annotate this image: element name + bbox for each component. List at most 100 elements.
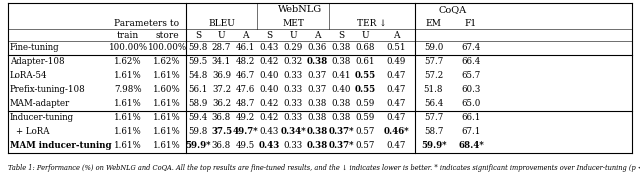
Text: train: train [117,30,139,39]
Text: 0.46*: 0.46* [383,127,409,136]
Text: 46.7: 46.7 [236,71,255,80]
Text: 1.61%: 1.61% [114,114,142,123]
Text: 58.7: 58.7 [424,127,443,136]
Text: Prefix-tuning-108: Prefix-tuning-108 [10,86,86,94]
Text: Table 1: Performance (%) on WebNLG and CoQA. All the top results are fine-tuned : Table 1: Performance (%) on WebNLG and C… [8,164,640,172]
Text: 100.00%: 100.00% [108,44,148,53]
Text: F1: F1 [465,19,477,28]
Text: 0.47: 0.47 [387,100,406,109]
Text: 0.43: 0.43 [259,141,280,150]
Text: 0.42: 0.42 [259,114,278,123]
Text: 1.61%: 1.61% [153,100,181,109]
Text: 57.7: 57.7 [424,114,443,123]
Text: 1.61%: 1.61% [114,71,142,80]
Text: 46.1: 46.1 [236,44,255,53]
Text: 59.0: 59.0 [424,44,443,53]
Text: U: U [361,30,369,39]
Text: 36.8: 36.8 [212,114,231,123]
Text: 0.37*: 0.37* [328,127,354,136]
Text: 0.68: 0.68 [355,44,375,53]
Text: 58.9: 58.9 [188,100,208,109]
Text: 51.8: 51.8 [424,86,444,94]
Text: 0.33: 0.33 [284,100,303,109]
Text: MAM inducer-tuning: MAM inducer-tuning [10,141,111,150]
Text: 0.61: 0.61 [355,57,375,66]
Text: 0.42: 0.42 [259,100,278,109]
Text: 37.2: 37.2 [212,86,231,94]
Text: CoQA: CoQA [438,6,467,15]
Text: 48.7: 48.7 [236,100,255,109]
Text: 65.0: 65.0 [461,100,481,109]
Text: 60.3: 60.3 [461,86,481,94]
Text: 0.33: 0.33 [284,114,303,123]
Text: 0.55: 0.55 [355,71,376,80]
Text: 0.57: 0.57 [355,141,374,150]
Text: 0.57: 0.57 [355,127,374,136]
Text: 0.38: 0.38 [307,57,328,66]
Text: WebNLG: WebNLG [278,6,323,15]
Text: 0.33: 0.33 [284,86,303,94]
Text: 1.62%: 1.62% [153,57,181,66]
Text: 34.1: 34.1 [212,57,231,66]
Text: A: A [393,30,399,39]
Text: 59.8: 59.8 [188,44,208,53]
Text: 49.7*: 49.7* [232,127,258,136]
Text: 1.61%: 1.61% [153,127,181,136]
Text: 7.98%: 7.98% [114,86,142,94]
Text: EM: EM [426,19,442,28]
Text: 59.5: 59.5 [188,57,207,66]
Text: 1.61%: 1.61% [153,71,181,80]
Text: 0.38: 0.38 [332,100,351,109]
Text: 0.33: 0.33 [284,141,303,150]
Text: store: store [155,30,179,39]
Text: 49.2: 49.2 [236,114,255,123]
Text: 0.38: 0.38 [332,114,351,123]
Text: A: A [314,30,320,39]
Text: 1.61%: 1.61% [114,127,142,136]
Text: 0.37*: 0.37* [328,141,354,150]
Text: 0.51: 0.51 [387,44,406,53]
Text: 0.37: 0.37 [307,86,326,94]
Text: 0.33: 0.33 [284,71,303,80]
Text: 1.61%: 1.61% [153,141,181,150]
Text: S: S [338,30,344,39]
Text: 0.38: 0.38 [307,127,328,136]
Text: 0.29: 0.29 [284,44,303,53]
Text: Fine-tuning: Fine-tuning [10,44,60,53]
Text: 1.61%: 1.61% [114,100,142,109]
Text: 0.38: 0.38 [307,114,326,123]
Text: TER ↓: TER ↓ [357,19,387,28]
Text: 0.38: 0.38 [332,57,351,66]
Text: 0.36: 0.36 [307,44,326,53]
Text: MET: MET [282,19,304,28]
Text: 0.38: 0.38 [332,44,351,53]
Text: 1.61%: 1.61% [114,141,142,150]
Text: 0.59: 0.59 [355,100,374,109]
Text: 37.5: 37.5 [211,127,232,136]
Text: + LoRA: + LoRA [16,127,49,136]
Text: 56.1: 56.1 [188,86,208,94]
Text: 0.55: 0.55 [355,86,376,94]
Text: 66.4: 66.4 [461,57,481,66]
Text: 56.4: 56.4 [424,100,443,109]
Text: 0.42: 0.42 [259,57,278,66]
Text: 28.7: 28.7 [212,44,231,53]
Text: 57.7: 57.7 [424,57,443,66]
Text: 67.1: 67.1 [461,127,481,136]
Text: 1.61%: 1.61% [153,114,181,123]
Text: 36.9: 36.9 [212,71,231,80]
Text: 0.40: 0.40 [259,86,279,94]
Text: 0.43: 0.43 [259,127,278,136]
Text: 36.2: 36.2 [212,100,231,109]
Text: 0.32: 0.32 [284,57,303,66]
Text: U: U [218,30,225,39]
Text: 68.4*: 68.4* [458,141,484,150]
Text: Inducer-tuning: Inducer-tuning [10,114,74,123]
Text: Parameters to: Parameters to [115,19,180,28]
Text: 65.7: 65.7 [461,71,481,80]
Text: S: S [266,30,272,39]
Text: 48.2: 48.2 [236,57,255,66]
Text: 59.4: 59.4 [188,114,207,123]
Text: 0.38: 0.38 [307,100,326,109]
Text: S: S [195,30,201,39]
